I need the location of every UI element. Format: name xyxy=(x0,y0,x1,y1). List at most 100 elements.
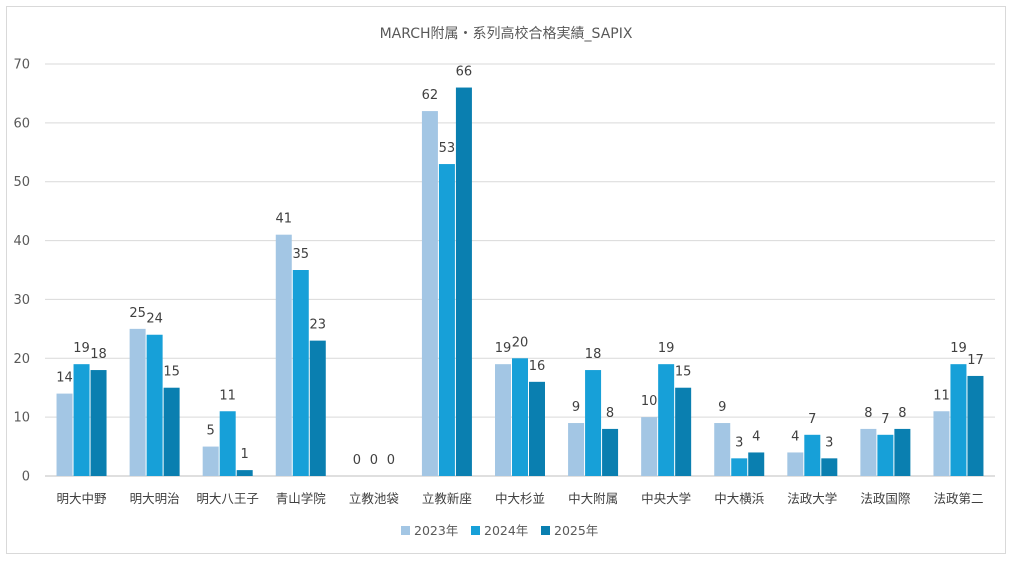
data-label: 14 xyxy=(56,371,73,386)
bar xyxy=(950,364,967,476)
bar xyxy=(787,452,804,476)
data-label: 53 xyxy=(439,141,456,156)
bar xyxy=(202,446,219,476)
data-label: 19 xyxy=(950,341,967,356)
data-label: 5 xyxy=(207,424,215,439)
data-label: 0 xyxy=(353,453,361,468)
data-label: 16 xyxy=(529,359,546,374)
bar xyxy=(748,452,765,476)
data-label: 15 xyxy=(675,365,692,380)
data-label: 4 xyxy=(791,429,799,444)
bar xyxy=(933,411,950,476)
data-label: 10 xyxy=(641,394,658,409)
data-label: 15 xyxy=(163,365,180,380)
bar xyxy=(731,458,748,476)
legend: 2023年 2024年 2025年 xyxy=(401,523,598,538)
data-label: 24 xyxy=(146,312,163,327)
legend-label: 2025年 xyxy=(554,523,598,538)
bar xyxy=(219,411,236,476)
bar xyxy=(146,334,163,476)
data-label: 7 xyxy=(808,412,816,427)
legend-label: 2023年 xyxy=(414,523,458,538)
legend-swatch xyxy=(471,526,480,535)
data-label: 66 xyxy=(456,65,473,80)
x-category-label: 立教新座 xyxy=(422,491,472,506)
data-label: 11 xyxy=(219,388,236,403)
bar xyxy=(73,364,90,476)
data-label: 25 xyxy=(129,306,146,321)
data-label: 0 xyxy=(387,453,395,468)
data-label: 19 xyxy=(658,341,675,356)
data-label: 11 xyxy=(933,388,950,403)
bar xyxy=(421,111,438,476)
x-category-label: 中大杉並 xyxy=(495,491,545,506)
data-label: 18 xyxy=(585,347,602,362)
bar xyxy=(292,270,309,476)
x-category-label: 法政大学 xyxy=(787,491,837,506)
bar xyxy=(877,434,894,476)
bar xyxy=(602,428,619,476)
legend-swatch xyxy=(401,526,410,535)
x-category-label: 明大八王子 xyxy=(196,491,259,506)
legend-label: 2024年 xyxy=(484,523,528,538)
bar xyxy=(455,87,472,477)
x-category-label: 明大明治 xyxy=(130,491,180,506)
bar xyxy=(90,370,107,476)
x-category-label: 明大中野 xyxy=(57,491,108,506)
bar xyxy=(163,387,180,476)
bar xyxy=(894,428,911,476)
bar xyxy=(804,434,821,476)
y-axis-ticks: 0 10 20 30 40 50 60 70 xyxy=(13,58,30,485)
data-label: 3 xyxy=(825,435,833,450)
data-label: 17 xyxy=(967,353,984,368)
bar xyxy=(512,358,528,476)
data-label: 4 xyxy=(752,429,760,444)
bars xyxy=(56,87,984,477)
y-tick-label: 20 xyxy=(13,352,30,367)
data-label: 1 xyxy=(241,447,249,462)
legend-item: 2023年 xyxy=(401,523,458,538)
bar xyxy=(641,417,658,476)
legend-item: 2025年 xyxy=(541,523,598,538)
y-tick-label: 50 xyxy=(13,175,30,190)
x-category-label: 法政国際 xyxy=(860,491,911,506)
x-axis-categories: 明大中野 明大明治 明大八王子 青山学院 立教池袋 立教新座 中大杉並 中大附属 中央大学 中大横… xyxy=(57,491,984,506)
bar xyxy=(585,370,602,476)
data-label: 9 xyxy=(572,400,580,415)
bar xyxy=(714,423,731,476)
bar xyxy=(967,375,984,476)
data-label: 35 xyxy=(292,247,309,262)
y-tick-label: 10 xyxy=(13,411,30,426)
x-category-label: 中央大学 xyxy=(641,491,691,506)
data-label: 3 xyxy=(735,435,743,450)
data-label: 8 xyxy=(606,406,614,421)
bar xyxy=(658,364,675,476)
y-tick-label: 70 xyxy=(13,58,30,73)
chart-title: MARCH附属・系列高校合格実績_SAPIX xyxy=(380,25,633,42)
data-label: 41 xyxy=(275,212,292,227)
data-label: 20 xyxy=(512,335,529,350)
data-label: 7 xyxy=(881,412,889,427)
bar xyxy=(675,387,692,476)
bar xyxy=(236,470,253,476)
legend-item: 2024年 xyxy=(471,523,528,538)
data-label: 8 xyxy=(864,406,872,421)
bar xyxy=(529,381,545,476)
data-label: 23 xyxy=(309,318,326,333)
x-category-label: 法政第二 xyxy=(933,491,983,506)
data-label: 62 xyxy=(422,88,439,103)
data-label: 8 xyxy=(898,406,906,421)
data-label: 19 xyxy=(495,341,512,356)
bar xyxy=(568,423,585,476)
x-category-label: 青山学院 xyxy=(276,491,327,506)
bar xyxy=(275,234,292,476)
x-category-label: 中大横浜 xyxy=(714,491,764,506)
bar xyxy=(821,458,838,476)
bar xyxy=(56,393,73,476)
bar xyxy=(860,428,877,476)
bar xyxy=(438,164,455,477)
data-label: 18 xyxy=(90,347,107,362)
legend-swatch xyxy=(541,526,550,535)
